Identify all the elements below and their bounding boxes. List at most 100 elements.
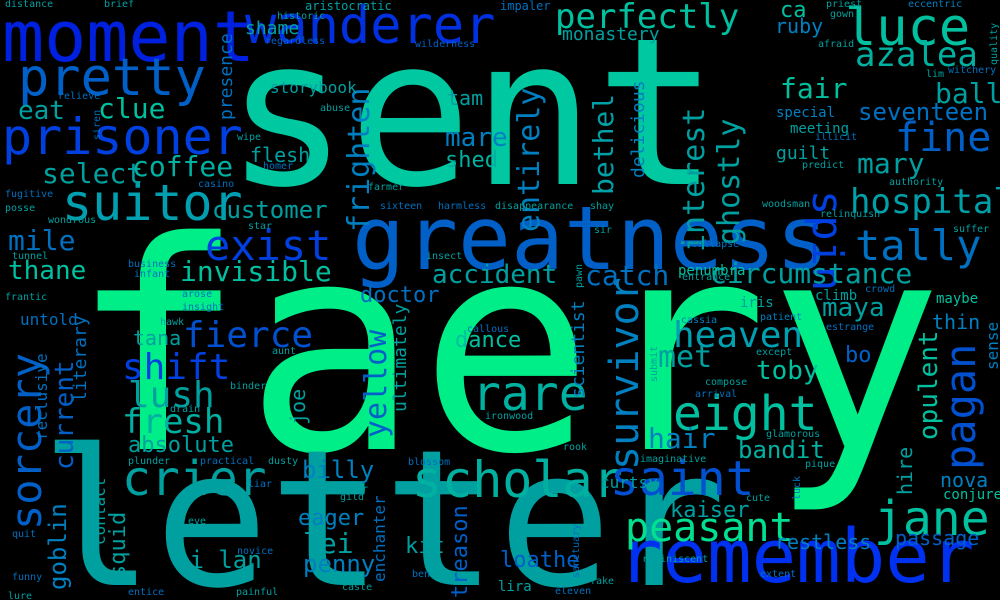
word: jane xyxy=(874,491,990,547)
word: coffee xyxy=(132,150,234,183)
word: bandit xyxy=(738,436,825,464)
word: ben xyxy=(412,569,431,580)
word: shay xyxy=(590,201,615,212)
word: scientist xyxy=(568,300,589,398)
word: aristocratic xyxy=(305,0,392,13)
word: maya xyxy=(822,293,885,323)
word: special xyxy=(776,105,836,121)
word: sense xyxy=(983,321,1000,370)
word: luck xyxy=(792,475,803,500)
word: entice xyxy=(128,587,165,598)
word: farmer xyxy=(368,182,405,193)
word: absolute xyxy=(128,433,234,458)
word: penumbra xyxy=(678,263,746,279)
word: catch xyxy=(585,259,670,292)
word: pawn xyxy=(574,263,585,288)
word: rare xyxy=(472,366,588,422)
word: ruby xyxy=(775,14,824,38)
word: fine xyxy=(895,115,992,161)
word: submit xyxy=(649,345,660,382)
word: shame xyxy=(245,18,300,39)
word: thin xyxy=(932,310,981,334)
word: azalea xyxy=(855,35,978,75)
word: patient xyxy=(760,312,803,323)
word: hospital xyxy=(850,182,1000,222)
word: thane xyxy=(8,256,87,286)
word: quality xyxy=(989,22,1000,65)
word: wilderness xyxy=(415,39,476,50)
word: posse xyxy=(5,203,36,214)
word: meeting xyxy=(790,121,850,137)
word: entrance xyxy=(682,272,731,283)
word: binder xyxy=(230,381,267,392)
word: historic xyxy=(277,11,326,22)
word: arose xyxy=(182,289,213,300)
word: li lan xyxy=(175,546,262,574)
word: toby xyxy=(756,356,819,386)
word: funny xyxy=(12,572,43,583)
word: penny xyxy=(303,550,376,578)
word: sixteen xyxy=(380,201,423,212)
word: reminiscent xyxy=(642,554,709,565)
word: bo xyxy=(845,343,872,368)
word: curtsy xyxy=(600,473,658,492)
word: rook xyxy=(563,442,588,453)
word: mare xyxy=(445,123,508,153)
word: accident xyxy=(432,260,558,290)
word: reclusive xyxy=(32,353,51,440)
word: liar xyxy=(248,479,273,490)
word: sent xyxy=(225,0,719,233)
word: lure xyxy=(8,591,33,600)
word: sanctuary xyxy=(571,523,582,578)
word: gild xyxy=(340,492,365,503)
word: survivor xyxy=(602,277,648,470)
word: collapse xyxy=(691,239,740,250)
word: wipe xyxy=(237,132,262,143)
word: luce xyxy=(845,0,971,58)
word: presence xyxy=(216,33,237,120)
word: tally xyxy=(855,221,982,270)
word: opulent xyxy=(914,330,944,440)
word: casino xyxy=(198,179,235,190)
word: woodsman xyxy=(762,199,811,210)
word: exist xyxy=(205,221,332,270)
word: crier xyxy=(122,451,267,507)
word: fugitive xyxy=(5,189,54,200)
word: scholar xyxy=(412,451,623,509)
word: heaven xyxy=(673,315,804,356)
word: enchanter xyxy=(370,495,389,582)
word: except xyxy=(756,347,793,358)
word: mile xyxy=(8,224,76,257)
word: gown xyxy=(830,9,855,20)
word: brief xyxy=(104,0,135,10)
word: eight xyxy=(673,386,818,442)
word: loathe xyxy=(500,548,580,573)
word: tana xyxy=(133,326,182,350)
word: hawk xyxy=(160,317,185,328)
word: hire xyxy=(893,446,917,495)
word: saint xyxy=(610,451,755,507)
word: hair xyxy=(648,422,716,455)
word: fake xyxy=(590,576,615,587)
word: quit xyxy=(12,529,37,540)
word: insight xyxy=(182,302,225,313)
word: authority xyxy=(889,177,944,188)
word: illicit xyxy=(815,132,858,143)
word: squid xyxy=(106,511,131,578)
word: homer xyxy=(263,161,294,172)
word: tunnel xyxy=(12,251,49,262)
word: glamorous xyxy=(766,429,821,440)
word: blossom xyxy=(408,457,451,468)
word: customer xyxy=(212,196,328,224)
word: plunder xyxy=(128,456,171,467)
word: lim xyxy=(926,69,945,80)
word: faery xyxy=(70,181,943,518)
word: lira xyxy=(498,579,532,595)
word: moment xyxy=(2,0,255,78)
word: estrange xyxy=(826,322,875,333)
word: clue xyxy=(98,92,166,125)
word: siren xyxy=(92,109,103,140)
word: storybook xyxy=(270,78,357,97)
word: painful xyxy=(236,587,279,598)
